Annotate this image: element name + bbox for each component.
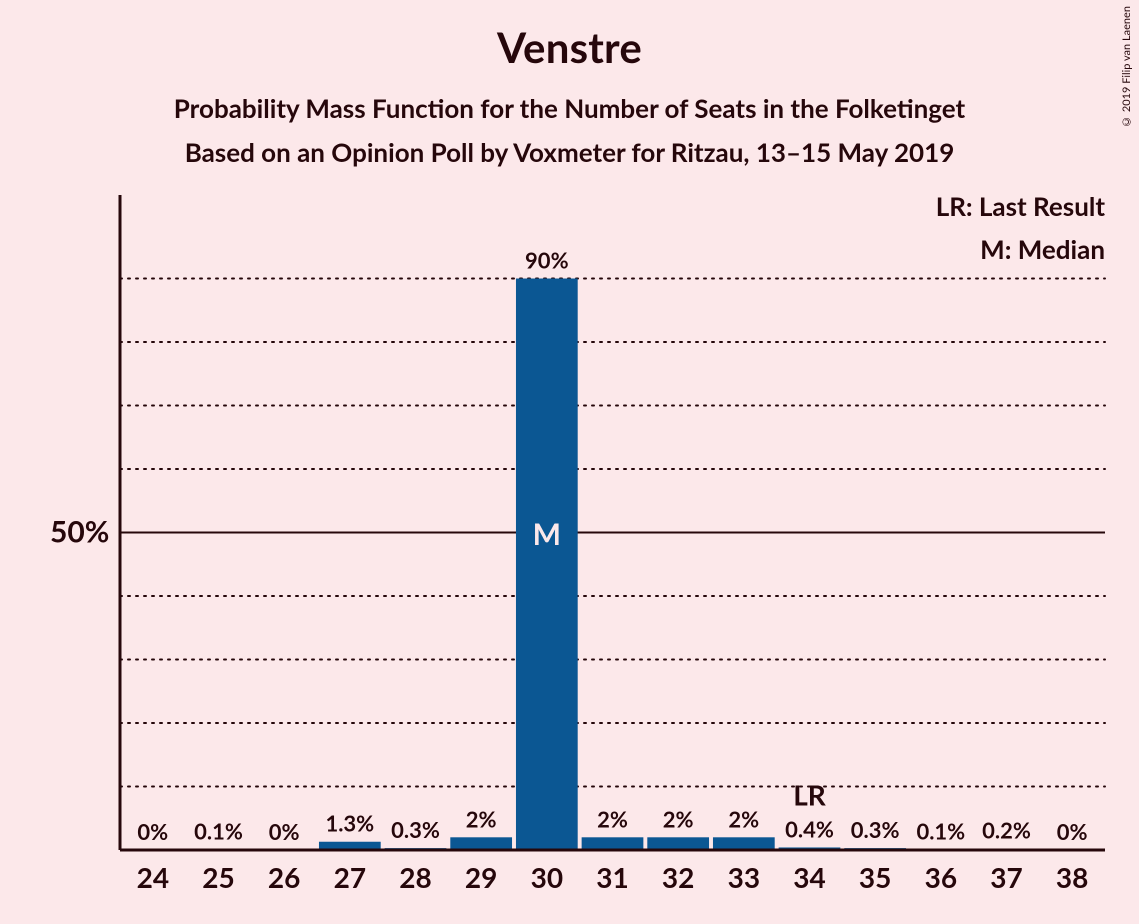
- x-tick-label: 36: [925, 860, 957, 894]
- bar-value-label: 0%: [269, 818, 300, 845]
- bar-chart: 50% 0% 24 0.1% 25 0% 26 1.3% 27 0.3% 28 2% 29 90% 30 M 2…: [40, 185, 1115, 905]
- bar-value-label: 0.1%: [194, 817, 243, 844]
- title-block: Venstre Probability Mass Function for th…: [0, 0, 1139, 168]
- bar: [582, 837, 644, 850]
- legend-lr: LR: Last Result: [936, 185, 1105, 228]
- bar-value-label: 2%: [597, 805, 628, 832]
- bar-value-label: 0.3%: [391, 816, 440, 843]
- bar-value-label: 0.4%: [785, 815, 834, 842]
- x-tick-label: 33: [728, 860, 760, 894]
- copyright-label: © 2019 Filip van Laenen: [1120, 6, 1133, 128]
- subtitle-1: Probability Mass Function for the Number…: [0, 92, 1139, 124]
- bar-value-label: 0.3%: [851, 816, 900, 843]
- bar: [516, 279, 578, 851]
- x-tick-label: 27: [334, 860, 366, 894]
- x-tick-label: 31: [596, 860, 628, 894]
- last-result-marker: LR: [793, 777, 827, 811]
- legend-m: M: Median: [936, 228, 1105, 271]
- chart-container: 50% 0% 24 0.1% 25 0% 26 1.3% 27 0.3% 28 2% 29 90% 30 M 2…: [40, 185, 1115, 905]
- bar-value-label: 0%: [137, 818, 168, 845]
- x-tick-label: 37: [990, 860, 1022, 894]
- bar-value-label: 0.1%: [916, 817, 965, 844]
- bar-value-label: 2%: [728, 805, 759, 832]
- x-tick-label: 32: [662, 860, 694, 894]
- x-tick-label: 34: [793, 860, 825, 894]
- y-axis-label: 50%: [50, 514, 109, 550]
- median-marker: M: [533, 516, 561, 552]
- legend: LR: Last Result M: Median: [936, 185, 1105, 271]
- x-tick-label: 30: [531, 860, 563, 894]
- bar-value-label: 1.3%: [325, 810, 374, 837]
- x-tick-label: 29: [465, 860, 497, 894]
- x-tick-label: 35: [859, 860, 891, 894]
- bar-value-label: 2%: [663, 805, 694, 832]
- x-tick-label: 38: [1056, 860, 1088, 894]
- bar-value-label: 90%: [525, 247, 569, 274]
- subtitle-2: Based on an Opinion Poll by Voxmeter for…: [0, 136, 1139, 168]
- x-tick-label: 24: [137, 860, 169, 894]
- page-title: Venstre: [0, 22, 1139, 72]
- x-tick-label: 25: [202, 860, 234, 894]
- bar-value-label: 0%: [1057, 818, 1088, 845]
- bar: [713, 837, 775, 850]
- bar: [647, 837, 709, 850]
- x-tick-label: 26: [268, 860, 300, 894]
- x-tick-label: 28: [399, 860, 431, 894]
- bar-value-label: 2%: [466, 805, 497, 832]
- bar: [450, 837, 512, 850]
- bar-value-label: 0.2%: [982, 817, 1031, 844]
